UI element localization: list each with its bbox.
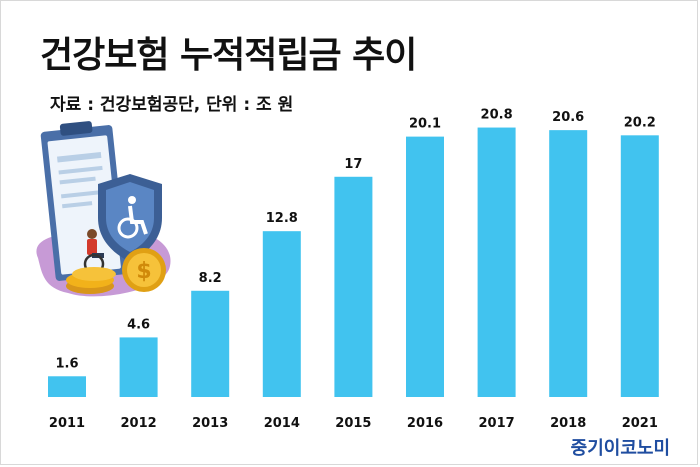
data-label-2014: 12.8 bbox=[266, 211, 298, 226]
x-tick-2013: 2013 bbox=[192, 416, 228, 431]
data-label-2018: 20.6 bbox=[552, 110, 584, 125]
data-label-2021: 20.2 bbox=[624, 115, 656, 130]
x-tick-2016: 2016 bbox=[407, 416, 443, 431]
data-label-2013: 8.2 bbox=[199, 271, 222, 286]
data-label-2011: 1.6 bbox=[55, 356, 78, 371]
x-tick-2011: 2011 bbox=[49, 416, 85, 431]
bar-2012 bbox=[119, 337, 158, 397]
bar-2015 bbox=[334, 176, 373, 397]
bar-2011 bbox=[48, 376, 86, 397]
bar-2021 bbox=[620, 135, 659, 397]
wheelchair-shield-icon bbox=[98, 174, 162, 262]
x-tick-2015: 2015 bbox=[335, 416, 371, 431]
bar-2017 bbox=[477, 127, 516, 397]
dollar-coin-icon: $ bbox=[122, 248, 166, 292]
chart-subtitle: 자료 : 건강보험공단, 단위 : 조 원 bbox=[50, 95, 294, 115]
x-tick-2012: 2012 bbox=[121, 416, 157, 431]
health-insurance-illustration: $ bbox=[36, 121, 171, 297]
data-label-2017: 20.8 bbox=[481, 108, 513, 123]
brand-logo: 중기이코노미 bbox=[570, 438, 670, 459]
bar-2016 bbox=[406, 136, 444, 397]
x-tick-2018: 2018 bbox=[550, 416, 586, 431]
bar-2018 bbox=[549, 130, 588, 398]
x-tick-2014: 2014 bbox=[264, 416, 300, 431]
chart-title: 건강보험 누적적립금 추이 bbox=[40, 35, 417, 76]
coin-stack-icon bbox=[66, 267, 116, 294]
dollar-sign: $ bbox=[136, 259, 151, 284]
bar-2014 bbox=[262, 231, 301, 397]
x-tick-2017: 2017 bbox=[479, 416, 515, 431]
data-label-2012: 4.6 bbox=[127, 317, 150, 332]
x-tick-2021: 2021 bbox=[622, 416, 658, 431]
wheelchair-person-icon bbox=[83, 229, 105, 275]
bar-2013 bbox=[191, 290, 230, 397]
data-label-2016: 20.1 bbox=[409, 117, 441, 132]
data-label-2015: 17 bbox=[344, 157, 362, 172]
